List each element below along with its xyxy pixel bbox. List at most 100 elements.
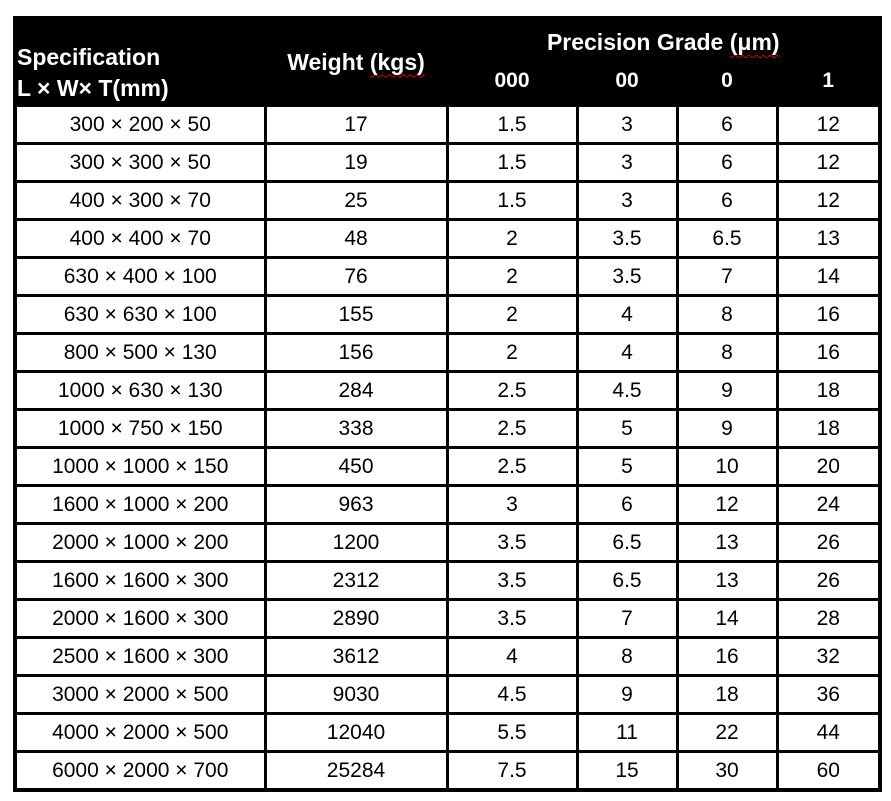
- grade-1-cell: 60: [775, 750, 882, 792]
- spec-cell: 400 × 300 × 70: [13, 180, 267, 221]
- table-row: 6000 × 2000 × 700 25284 7.5 15 30 60: [13, 750, 882, 792]
- grade-00-cell: 5: [575, 408, 679, 449]
- table-row: 1000 × 630 × 130 284 2.5 4.5 9 18: [13, 370, 882, 411]
- precision-grade-label: Precision Grade: [546, 29, 724, 55]
- grade-0-cell: 30: [675, 750, 779, 792]
- precision-grade-header: Precision Grade (μm): [445, 16, 882, 68]
- table-body: 300 × 200 × 50 17 1.5 3 6 12 300 × 300 × 50 19 1…: [13, 104, 882, 792]
- grade-00-cell: 7: [575, 598, 679, 639]
- table-row: 630 × 400 × 100 76 2 3.5 7 14: [13, 256, 882, 297]
- spec-cell: 1000 × 1000 × 150: [13, 446, 267, 487]
- grade-1-cell: 26: [775, 522, 882, 563]
- grade-0-cell: 9: [675, 408, 779, 449]
- grade-0-cell: 7: [675, 256, 779, 297]
- grade-1-cell: 18: [775, 408, 882, 449]
- table-row: 1000 × 750 × 150 338 2.5 5 9 18: [13, 408, 882, 449]
- weight-cell: 156: [263, 332, 449, 373]
- weight-cell: 1200: [263, 522, 449, 563]
- grade-00-cell: 6.5: [575, 522, 679, 563]
- header-row-top: Specification L × W× T(mm) Weight (kgs) …: [13, 16, 882, 107]
- grade-00-cell: 3: [575, 180, 679, 221]
- grade-1-cell: 16: [775, 332, 882, 373]
- weight-cell: 19: [263, 142, 449, 183]
- grade-1-cell: 12: [775, 180, 882, 221]
- spec-cell: 1000 × 750 × 150: [13, 408, 267, 449]
- grade-000-cell: 3.5: [445, 522, 579, 563]
- grade-000-cell: 2: [445, 218, 579, 259]
- table-row: 1000 × 1000 × 150 450 2.5 5 10 20: [13, 446, 882, 487]
- grade-00-cell: 4: [575, 294, 679, 335]
- grade-0-cell: 13: [675, 522, 779, 563]
- grade-00-cell: 6.5: [575, 560, 679, 601]
- weight-cell: 12040: [263, 712, 449, 753]
- grade-000-cell: 4: [445, 636, 579, 677]
- weight-cell: 76: [263, 256, 449, 297]
- grade-000-cell: 3.5: [445, 598, 579, 639]
- grade-00-cell: 15: [575, 750, 679, 792]
- table-row: 4000 × 2000 × 500 12040 5.5 11 22 44: [13, 712, 882, 753]
- spec-cell: 2000 × 1600 × 300: [13, 598, 267, 639]
- weight-cell: 17: [263, 104, 449, 145]
- weight-cell: 338: [263, 408, 449, 449]
- spec-cell: 4000 × 2000 × 500: [13, 712, 267, 753]
- grade-1-cell: 36: [775, 674, 882, 715]
- table-row: 400 × 400 × 70 48 2 3.5 6.5 13: [13, 218, 882, 259]
- grade-0-cell: 6.5: [675, 218, 779, 259]
- table-row: 2000 × 1000 × 200 1200 3.5 6.5 13 26: [13, 522, 882, 563]
- grade-000-cell: 3.5: [445, 560, 579, 601]
- grade-00-cell: 3.5: [575, 218, 679, 259]
- spec-cell: 630 × 400 × 100: [13, 256, 267, 297]
- grade-00-cell: 3: [575, 104, 679, 145]
- table-row: 300 × 300 × 50 19 1.5 3 6 12: [13, 142, 882, 183]
- weight-unit-label: (kgs): [369, 48, 425, 75]
- table-row: 1600 × 1000 × 200 963 3 6 12 24: [13, 484, 882, 525]
- grade-000-cell: 3: [445, 484, 579, 525]
- grade-0-header: 0: [675, 65, 779, 107]
- grade-0-cell: 13: [675, 560, 779, 601]
- grade-000-cell: 2.5: [445, 370, 579, 411]
- grade-1-cell: 20: [775, 446, 882, 487]
- grade-1-cell: 32: [775, 636, 882, 677]
- grade-00-cell: 4: [575, 332, 679, 373]
- grade-00-cell: 3: [575, 142, 679, 183]
- grade-000-cell: 2: [445, 332, 579, 373]
- grade-000-cell: 5.5: [445, 712, 579, 753]
- weight-cell: 48: [263, 218, 449, 259]
- grade-0-cell: 8: [675, 332, 779, 373]
- table-header: Specification L × W× T(mm) Weight (kgs) …: [13, 16, 882, 107]
- table-row: 3000 × 2000 × 500 9030 4.5 9 18 36: [13, 674, 882, 715]
- specification-header-line2: L × W× T(mm): [17, 75, 169, 101]
- weight-cell: 155: [263, 294, 449, 335]
- grade-00-cell: 11: [575, 712, 679, 753]
- grade-00-cell: 6: [575, 484, 679, 525]
- grade-000-header: 000: [445, 65, 579, 107]
- grade-00-cell: 8: [575, 636, 679, 677]
- grade-0-cell: 6: [675, 104, 779, 145]
- spec-cell: 300 × 200 × 50: [13, 104, 267, 145]
- spec-cell: 630 × 630 × 100: [13, 294, 267, 335]
- spec-cell: 3000 × 2000 × 500: [13, 674, 267, 715]
- weight-cell: 3612: [263, 636, 449, 677]
- spec-cell: 1600 × 1600 × 300: [13, 560, 267, 601]
- grade-000-cell: 2.5: [445, 408, 579, 449]
- weight-cell: 9030: [263, 674, 449, 715]
- table-row: 300 × 200 × 50 17 1.5 3 6 12: [13, 104, 882, 145]
- grade-0-cell: 16: [675, 636, 779, 677]
- spec-cell: 800 × 500 × 130: [13, 332, 267, 373]
- grade-0-cell: 8: [675, 294, 779, 335]
- grade-000-cell: 2: [445, 294, 579, 335]
- weight-cell: 25: [263, 180, 449, 221]
- weight-cell: 284: [263, 370, 449, 411]
- spec-cell: 400 × 400 × 70: [13, 218, 267, 259]
- grade-000-cell: 2.5: [445, 446, 579, 487]
- precision-grade-table: Specification L × W× T(mm) Weight (kgs) …: [13, 16, 883, 792]
- table-row: 2500 × 1600 × 300 3612 4 8 16 32: [13, 636, 882, 677]
- grade-00-header: 00: [575, 65, 679, 107]
- grade-1-cell: 44: [775, 712, 882, 753]
- table-row: 800 × 500 × 130 156 2 4 8 16: [13, 332, 882, 373]
- grade-000-cell: 7.5: [445, 750, 579, 792]
- weight-cell: 25284: [263, 750, 449, 792]
- grade-00-cell: 4.5: [575, 370, 679, 411]
- spec-cell: 2500 × 1600 × 300: [13, 636, 267, 677]
